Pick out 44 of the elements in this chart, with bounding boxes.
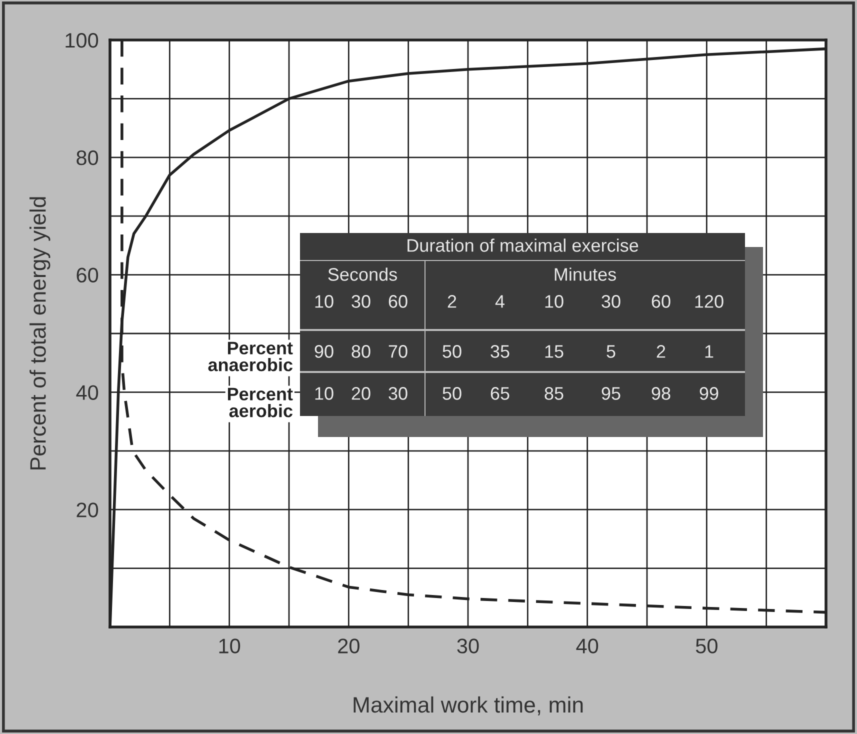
annotation: 10 xyxy=(315,387,334,400)
annotation: 50 xyxy=(442,345,462,358)
annotation: 80 xyxy=(352,345,370,358)
annotation: 60 xyxy=(652,295,670,308)
annotation: 20 xyxy=(352,387,370,400)
annotation: 35 xyxy=(490,345,510,358)
y-tick-label: 40 xyxy=(76,385,98,400)
y-tick-label: 100 xyxy=(66,33,98,48)
annotation: 10 xyxy=(315,295,334,308)
x-tick-label: 40 xyxy=(576,638,598,654)
annotation: 15 xyxy=(545,345,564,358)
x-tick-label: 30 xyxy=(457,638,479,654)
annotation: 30 xyxy=(602,295,620,308)
annotation: 10 xyxy=(545,295,564,308)
annotation: 30 xyxy=(352,295,370,308)
y-tick-label: 80 xyxy=(76,150,98,166)
x-axis-title: Maximal work time, min xyxy=(354,696,583,716)
annotation: 65 xyxy=(490,387,510,400)
annotation: Duration of maximal exercise xyxy=(408,238,638,252)
annotation: 70 xyxy=(388,345,408,358)
annotation: 2 xyxy=(656,345,666,358)
annotation: 98 xyxy=(652,387,670,400)
y-tick-label: 20 xyxy=(76,502,98,518)
x-tick-label: 50 xyxy=(696,638,718,654)
y-tick-label: 60 xyxy=(76,268,98,283)
annotation: 99 xyxy=(700,387,718,400)
annotation: Minutes xyxy=(554,268,616,281)
annotation: Percent anaerobic xyxy=(208,342,293,372)
annotation: 30 xyxy=(388,387,408,400)
annotation: 90 xyxy=(314,345,334,358)
annotation: 4 xyxy=(495,295,504,308)
annotation: 60 xyxy=(388,295,408,308)
y-axis-title: Percent of total energy yield xyxy=(30,197,50,470)
x-tick-label: 20 xyxy=(338,638,360,654)
annotation: 1 xyxy=(705,345,714,358)
annotation: 95 xyxy=(602,387,620,400)
annotation: 5 xyxy=(606,345,616,358)
annotation: 120 xyxy=(695,295,724,308)
x-tick-label: 10 xyxy=(219,638,240,654)
annotation: 2 xyxy=(448,295,456,308)
annotation: Percent aerobic xyxy=(228,388,293,418)
annotation: Seconds xyxy=(328,268,397,281)
annotation: 50 xyxy=(442,387,462,400)
annotation: 85 xyxy=(544,387,564,400)
